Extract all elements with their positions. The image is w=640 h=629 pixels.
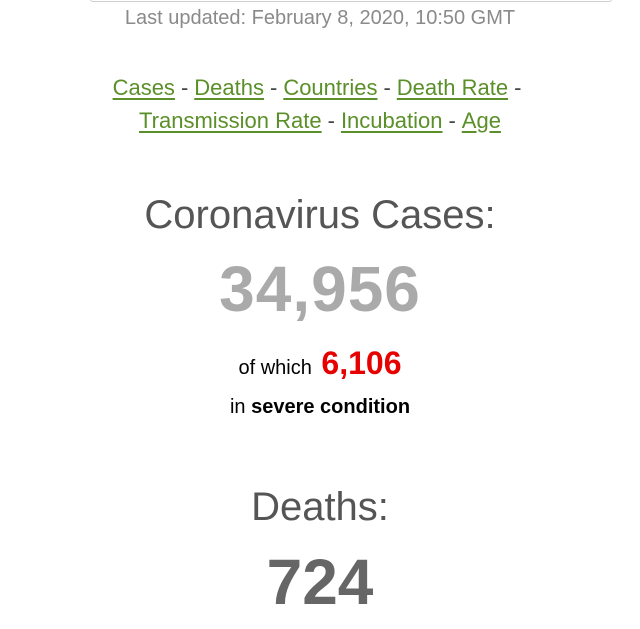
section-nav: Cases - Deaths - Countries - Death Rate - Trans… [0, 71, 640, 137]
nav-separator: - [448, 108, 456, 133]
deaths-title: Deaths: [251, 485, 389, 529]
nav-link-incubation[interactable]: Incubation [340, 108, 443, 133]
nav-separator: - [180, 75, 189, 100]
nav-link-deaths[interactable]: Deaths [194, 75, 264, 100]
deaths-count: 724 [266, 546, 374, 618]
top-box-edge [90, 0, 612, 2]
in-label: in [229, 396, 246, 418]
severe-count-line: of which 6,106 [0, 345, 640, 382]
of-which-label: of which [238, 357, 312, 379]
nav-link-transmission-rate[interactable]: Transmission Rate [139, 108, 322, 133]
nav-link-death-rate[interactable]: Death Rate [396, 75, 509, 100]
severe-condition-line: in severe condition [0, 396, 640, 419]
nav-separator: - [327, 108, 335, 133]
cases-title: Coronavirus Cases: [144, 193, 496, 237]
severe-condition-label: severe condition [251, 396, 411, 418]
nav-link-countries[interactable]: Countries [283, 75, 378, 100]
nav-row-2: Transmission Rate - Incubation - Age [0, 104, 640, 137]
nav-separator: - [514, 75, 522, 100]
nav-link-cases[interactable]: Cases [112, 75, 175, 100]
nav-separator: - [269, 75, 278, 100]
nav-link-age[interactable]: Age [461, 108, 501, 133]
last-updated: Last updated: February 8, 2020, 10:50 GM… [124, 7, 516, 29]
severe-count: 6,106 [321, 345, 402, 381]
nav-row-1: Cases - Deaths - Countries - Death Rate - [0, 71, 640, 104]
cases-count: 34,956 [219, 253, 421, 325]
nav-separator: - [383, 75, 391, 100]
